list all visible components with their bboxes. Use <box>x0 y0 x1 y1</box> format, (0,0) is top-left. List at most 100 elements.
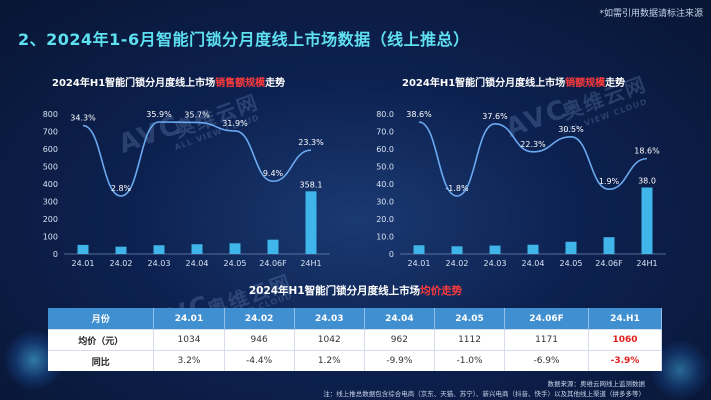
table-row-label: 均价（元） <box>48 329 155 351</box>
chart-2-title-highlight: 销额规模 <box>565 78 606 89</box>
table-cell: -1.0% <box>434 350 506 371</box>
x-tick-label: 24H1 <box>300 259 321 268</box>
chart-2-sales-amount: 0 10.0 20.0 30.0 40.0 50.0 60.0 70.0 80.0 38.0 24.… <box>376 110 666 268</box>
y-tick-label: 0 <box>389 250 394 259</box>
bar-data-label: 38.0 <box>638 177 656 186</box>
y-tick-label: 60.0 <box>376 145 394 154</box>
growth-line <box>418 121 648 197</box>
y-tick-label: 400 <box>43 180 58 189</box>
table-header-row: 月份 24.01 24.02 24.03 24.04 24.05 24.06F … <box>48 308 663 330</box>
bar <box>451 246 463 254</box>
table-cell: 1042 <box>294 329 365 351</box>
bar <box>267 239 279 254</box>
bar <box>115 246 127 254</box>
y-tick-label: 10.0 <box>376 233 394 242</box>
bar <box>565 241 577 254</box>
chart-1-title-highlight: 销售额规模 <box>215 78 266 89</box>
table-cell: 962 <box>364 329 435 351</box>
table-cell: 946 <box>224 329 295 351</box>
table-header-cell: 24.02 <box>224 308 295 330</box>
bar <box>603 237 615 254</box>
y-tick-label: 0 <box>53 250 58 259</box>
y-tick-label: 40.0 <box>376 180 394 189</box>
line-data-label: 37.6% <box>482 112 508 121</box>
y-tick-label: 100 <box>43 233 58 242</box>
y-tick-label: 20.0 <box>376 215 394 224</box>
chart-1-sales-volume: 0 100 200 300 400 500 600 700 800 358.1 24.01 24.02… <box>43 110 330 268</box>
table-cell-highlight: -3.9% <box>588 350 663 371</box>
x-tick-label: 24.06F <box>595 259 623 268</box>
table-cell: 1.2% <box>294 350 365 371</box>
y-tick-label: 700 <box>43 128 58 137</box>
y-tick-label: 500 <box>43 163 58 172</box>
line-data-label: 35.7% <box>184 110 210 119</box>
table-header-cell: 24.H1 <box>588 308 663 330</box>
line-data-label: 1.9% <box>599 177 620 186</box>
x-tick-label: 24.04 <box>522 259 545 268</box>
chart-1-title: 2024年H1智能门锁分月度线上市场销售额规模走势 <box>52 74 285 89</box>
x-tick-label: 24.02 <box>110 259 133 268</box>
chart-1-title-prefix: 2024年H1智能门锁分月度线上市场 <box>52 78 216 89</box>
table-cell: 3.2% <box>153 350 225 371</box>
bar <box>527 244 539 254</box>
bar <box>77 244 89 254</box>
line-data-label: 34.3% <box>70 114 96 123</box>
footnote-definition: 注：线上推总数据包含综合电商（京东、天猫、苏宁）、新兴电商（抖音、快手）以及其他… <box>323 390 645 398</box>
x-tick-label: 24.01 <box>408 259 431 268</box>
table-cell-highlight: 1060 <box>588 329 663 351</box>
y-tick-label: 70.0 <box>376 128 394 137</box>
table-header-cell: 月份 <box>48 308 155 330</box>
citation-note: *如需引用数据请标注来源 <box>599 9 703 19</box>
y-tick-label: 30.0 <box>376 198 394 207</box>
table-title: 2024年H1智能门锁分月度线上市场均价走势 <box>0 283 711 298</box>
line-data-label: 23.3% <box>298 138 324 147</box>
y-tick-label: 80.0 <box>376 110 394 119</box>
x-tick-label: 24.03 <box>484 259 507 268</box>
x-tick-label: 24.01 <box>72 259 95 268</box>
line-data-label: 31.9% <box>222 119 248 128</box>
y-tick-label: 50.0 <box>376 163 394 172</box>
y-tick-label: 300 <box>43 198 58 207</box>
chart-2-title-suffix: 走势 <box>605 78 626 89</box>
chart-2-title: 2024年H1智能门锁分月度线上市场销额规模走势 <box>402 74 625 89</box>
x-tick-label: 24.06F <box>259 259 287 268</box>
line-data-label: 30.5% <box>558 125 584 134</box>
table-cell: -6.9% <box>504 350 589 371</box>
y-tick-label: 800 <box>43 110 58 119</box>
chart-1-title-suffix: 走势 <box>265 78 286 89</box>
x-tick-label: 24.02 <box>446 259 469 268</box>
line-data-label: 18.6% <box>634 147 660 156</box>
table-cell: 1112 <box>434 329 506 351</box>
page-title: 2、2024年1-6月智能门锁分月度线上市场数据（线上推总） <box>18 30 470 49</box>
bar <box>153 245 165 254</box>
x-tick-label: 24.05 <box>224 259 247 268</box>
line-data-label: 22.3% <box>520 140 546 149</box>
table-row: 均价（元） 1034 946 1042 962 1112 1171 1060 <box>48 329 663 351</box>
x-tick-label: 24.03 <box>148 259 171 268</box>
table-header-cell: 24.05 <box>434 308 506 330</box>
avg-price-table: 月份 24.01 24.02 24.03 24.04 24.05 24.06F … <box>48 308 663 371</box>
y-tick-label: 200 <box>43 215 58 224</box>
table-header-cell: 24.03 <box>294 308 365 330</box>
bar <box>191 244 203 254</box>
y-tick-label: 600 <box>43 145 58 154</box>
table-header-cell: 24.01 <box>153 308 225 330</box>
line-data-label: 35.9% <box>146 110 172 119</box>
bar-data-label: 358.1 <box>300 180 323 189</box>
x-tick-label: 24.04 <box>186 259 209 268</box>
bar <box>413 245 425 254</box>
bar <box>489 245 501 254</box>
table-cell: -4.4% <box>224 350 295 371</box>
bar <box>641 187 653 254</box>
chart-2-title-prefix: 2024年H1智能门锁分月度线上市场 <box>402 78 566 89</box>
x-tick-label: 24.05 <box>560 259 583 268</box>
table-cell: 1034 <box>153 329 225 351</box>
line-data-label: 38.6% <box>406 110 432 119</box>
line-data-label: 2.8% <box>111 184 132 193</box>
bar <box>229 243 241 254</box>
table-header-cell: 24.04 <box>364 308 435 330</box>
table-title-highlight: 均价走势 <box>420 285 463 297</box>
table-cell: 1171 <box>504 329 589 351</box>
x-tick-label: 24H1 <box>636 259 657 268</box>
bar <box>305 191 317 254</box>
